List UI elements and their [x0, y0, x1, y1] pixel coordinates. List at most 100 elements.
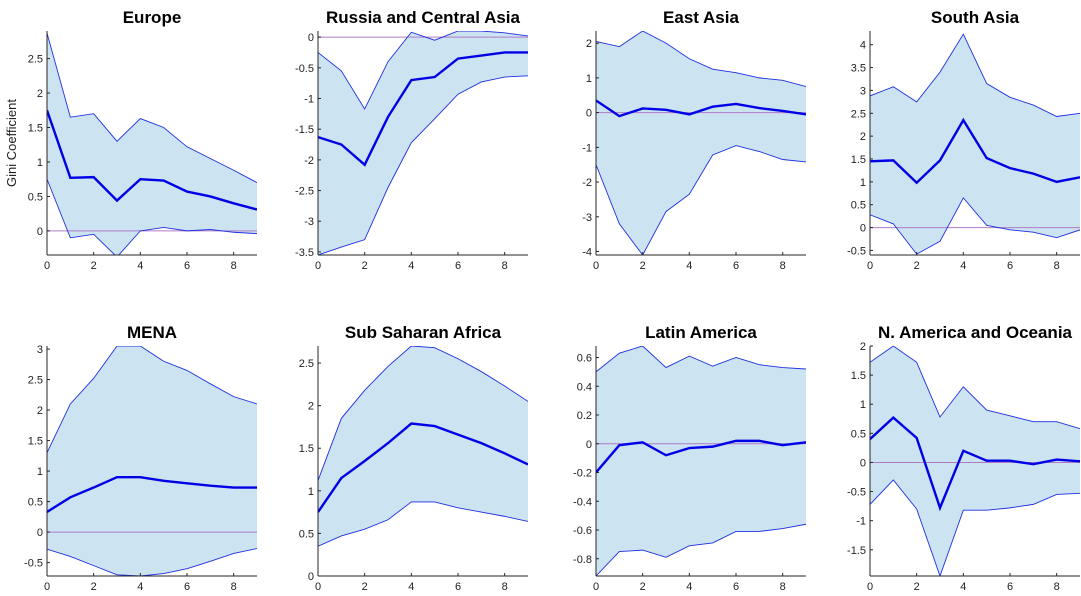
- y-tick-label: -0.8: [573, 554, 592, 566]
- x-tick-label: 2: [640, 581, 646, 593]
- confidence-band: [47, 346, 257, 576]
- x-tick-label: 8: [1054, 260, 1060, 272]
- upper-bound-line: [870, 33, 1080, 117]
- y-tick-label: 1: [586, 73, 592, 85]
- x-tick-label: 0: [315, 260, 321, 272]
- subplot-title: South Asia: [931, 8, 1020, 27]
- y-tick-label: 2: [308, 401, 314, 413]
- confidence-band: [870, 346, 1080, 576]
- lower-bound-line: [596, 523, 806, 576]
- y-tick-label: 0: [860, 457, 866, 469]
- estimate-line: [596, 439, 806, 474]
- y-tick-label: 1.5: [299, 443, 314, 455]
- y-tick-label: 2: [860, 341, 866, 353]
- y-tick-label: 1: [37, 466, 43, 478]
- x-tick-label: 6: [184, 260, 190, 272]
- y-tick-label: 0.5: [28, 497, 43, 509]
- y-tick-label: 2.5: [28, 54, 43, 66]
- subplot-5: 0 0.5 1 1.5 2 2.5 0 2 4 6 8 Sub Saharan Africa: [299, 323, 528, 593]
- y-tick-label: -0.5: [24, 558, 43, 570]
- confidence-band: [596, 346, 806, 576]
- estimate-line: [47, 475, 257, 513]
- x-tick-label: 6: [733, 260, 739, 272]
- estimate-line: [870, 117, 1080, 185]
- y-tick-label: 2: [37, 88, 43, 100]
- y-tick-label: 2: [37, 405, 43, 417]
- y-tick-label: -1: [582, 142, 592, 154]
- y-tick-label: 0: [308, 32, 314, 44]
- x-tick-label: 8: [231, 581, 237, 593]
- y-tick-label: -3: [304, 216, 314, 228]
- y-tick-label: 0: [860, 223, 866, 235]
- y-tick-label: -0.5: [847, 487, 866, 499]
- y-tick-label: -2: [304, 155, 314, 167]
- x-tick-label: 0: [44, 260, 50, 272]
- upper-bound-line: [47, 346, 257, 453]
- y-tick-label: -3: [582, 212, 592, 224]
- y-tick-label: 2.5: [299, 358, 314, 370]
- y-tick-label: 0.6: [577, 353, 592, 365]
- y-tick-label: 1.5: [851, 370, 866, 382]
- plot-area: [47, 346, 257, 576]
- upper-bound-line: [596, 31, 806, 88]
- subplot-6: -0.8 -0.6 -0.4 -0.2 0 0.2 0.4 0.6 0 2 4 6 8 Latin Ame…: [573, 323, 806, 593]
- upper-bound-line: [318, 31, 528, 110]
- x-tick-label: 0: [44, 581, 50, 593]
- y-tick-label: -0.2: [573, 468, 592, 480]
- lower-bound-line: [318, 501, 528, 547]
- plot-area: [596, 31, 806, 255]
- y-tick-label: 0.5: [299, 528, 314, 540]
- subplot-0: 0 0.5 1 1.5 2 2.5 0 2 4 6 8 Europe Gini Coefficient: [4, 8, 257, 272]
- y-tick-label: 0.4: [577, 381, 592, 393]
- x-tick-label: 6: [1007, 260, 1013, 272]
- x-tick-label: 6: [455, 581, 461, 593]
- x-tick-label: 2: [362, 260, 368, 272]
- y-tick-label: 1.5: [28, 122, 43, 134]
- plot-area: [870, 346, 1080, 576]
- y-tick-label: -0.5: [847, 245, 866, 257]
- lower-bound-line: [47, 548, 257, 576]
- y-tick-label: -1.5: [295, 124, 314, 136]
- x-tick-label: 0: [867, 260, 873, 272]
- lower-bound-line: [870, 197, 1080, 255]
- x-tick-label: 2: [914, 260, 920, 272]
- subplot-title: Latin America: [645, 323, 757, 342]
- confidence-band: [47, 33, 257, 255]
- y-tick-label: 2.5: [851, 108, 866, 120]
- subplot-7: -1.5 -1 -0.5 0 0.5 1 1.5 2 0 2 4 6 8 N. America and O…: [847, 323, 1080, 593]
- y-tick-label: 1: [860, 177, 866, 189]
- y-tick-label: -2.5: [295, 186, 314, 198]
- y-tick-label: 4: [860, 40, 866, 52]
- subplot-title: N. America and Oceania: [878, 323, 1073, 342]
- subplot-2: -4 -3 -2 -1 0 1 2 0 2 4 6 8 East Asia: [582, 8, 806, 272]
- subplot-title: Europe: [123, 8, 182, 27]
- plot-area: [318, 346, 528, 576]
- x-tick-label: 0: [315, 581, 321, 593]
- subplot-title: Sub Saharan Africa: [345, 323, 502, 342]
- lower-bound-line: [596, 145, 806, 255]
- subplot-title: MENA: [127, 323, 177, 342]
- y-tick-label: 2.5: [28, 375, 43, 387]
- x-tick-label: 4: [137, 581, 143, 593]
- plot-area: [596, 346, 806, 576]
- x-tick-label: 0: [593, 581, 599, 593]
- x-tick-label: 0: [593, 260, 599, 272]
- x-tick-label: 2: [914, 581, 920, 593]
- y-tick-label: 1: [860, 399, 866, 411]
- x-tick-label: 0: [867, 581, 873, 593]
- x-tick-label: 4: [686, 260, 692, 272]
- confidence-band: [870, 34, 1080, 255]
- upper-bound-line: [870, 346, 1080, 430]
- x-tick-label: 4: [408, 581, 414, 593]
- x-tick-label: 2: [91, 260, 97, 272]
- y-tick-label: 3: [860, 85, 866, 97]
- confidence-band: [318, 346, 528, 547]
- y-tick-label: 0.5: [28, 191, 43, 203]
- plot-area: [870, 33, 1080, 255]
- x-tick-label: 4: [408, 260, 414, 272]
- x-tick-label: 4: [960, 581, 966, 593]
- subplot-title: Russia and Central Asia: [326, 8, 521, 27]
